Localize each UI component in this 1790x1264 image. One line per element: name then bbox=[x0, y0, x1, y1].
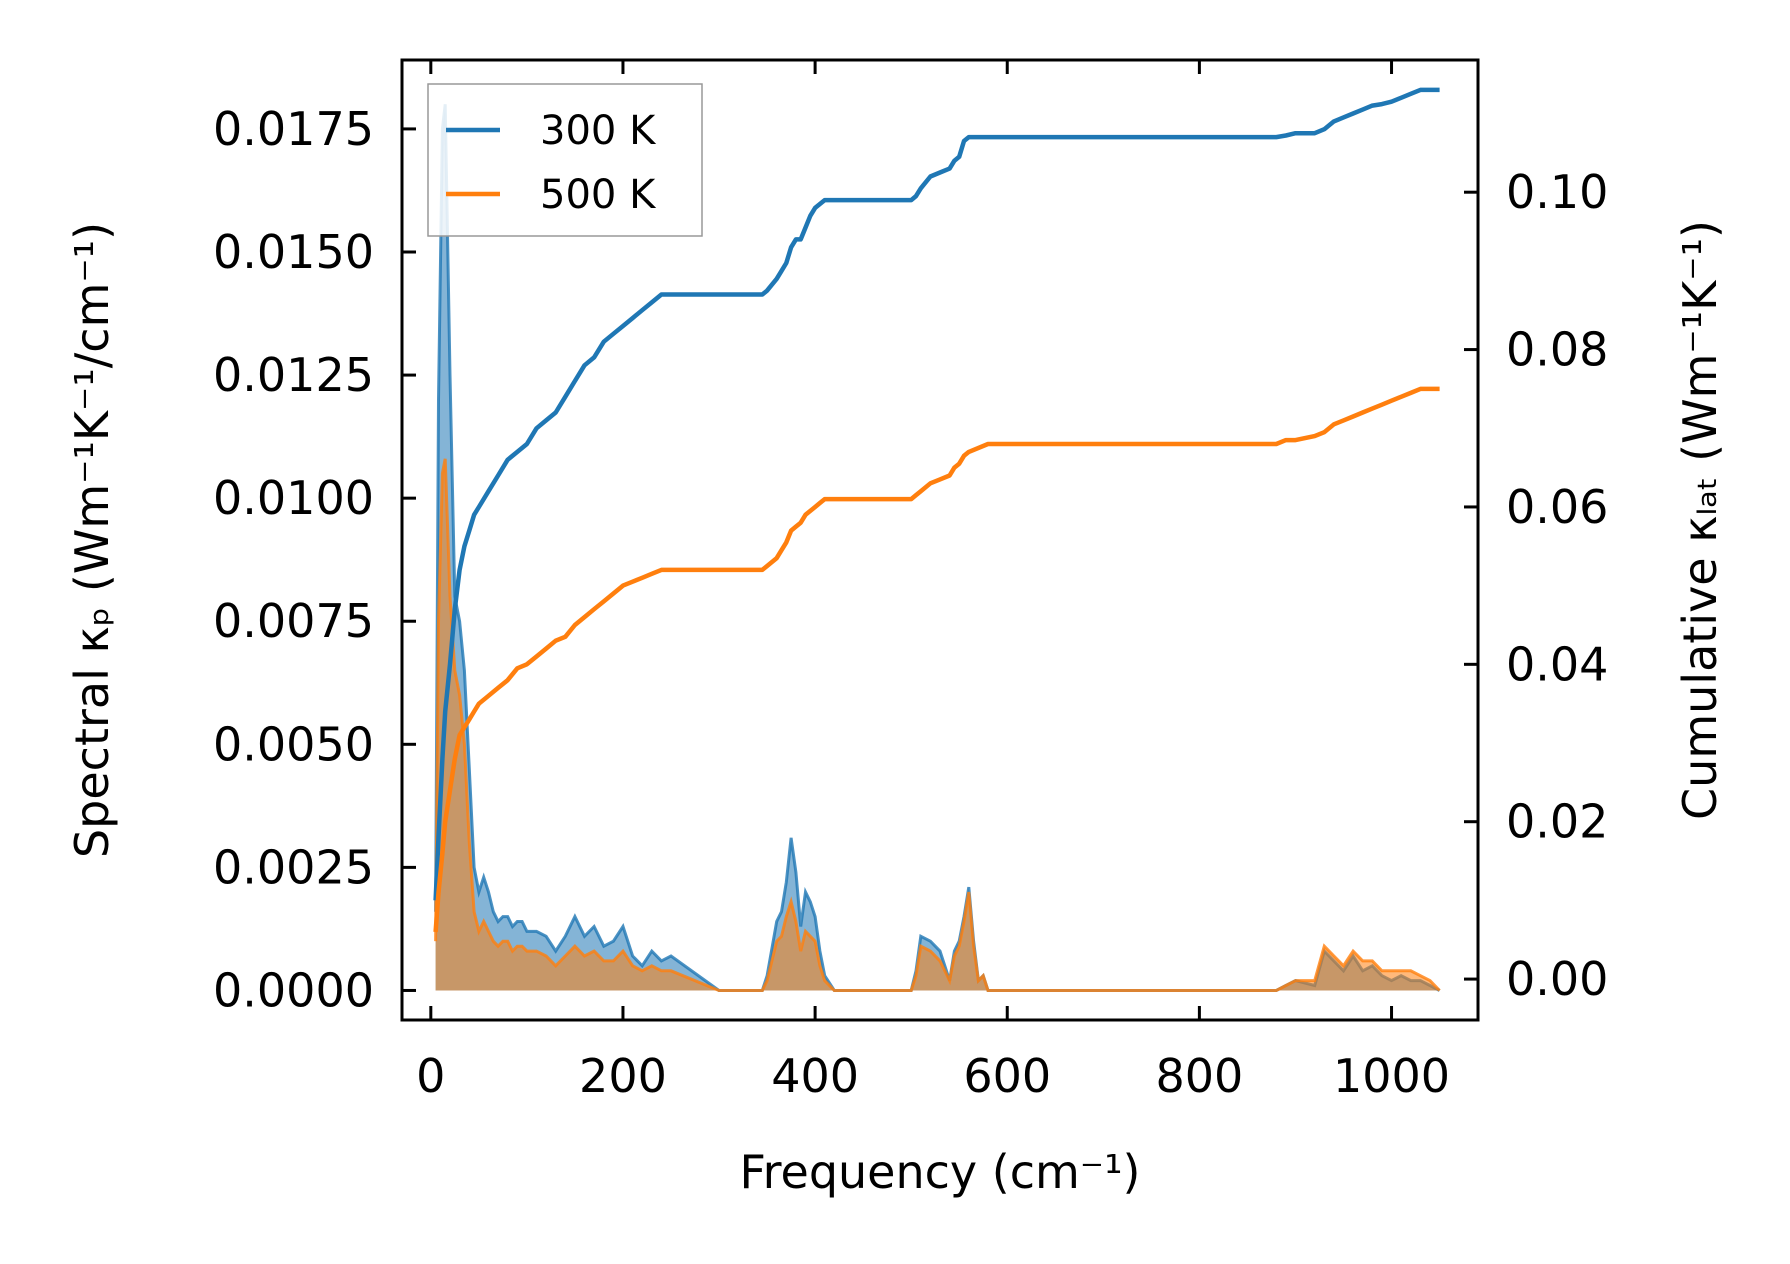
y-right-tick-label-0-06: 0.06 bbox=[1506, 480, 1608, 534]
y-left-tick-label-0-0050: 0.0050 bbox=[213, 717, 374, 771]
cumulative-line-500-k bbox=[433, 386, 1440, 933]
x-tick-label-800: 800 bbox=[1155, 1049, 1243, 1103]
spectral-line-500-k bbox=[434, 458, 1441, 992]
plot-frame bbox=[400, 58, 1480, 1022]
x-axis-label: Frequency (cm⁻¹) bbox=[740, 1145, 1141, 1199]
axes-layer: 0 200 400 600 800 1000 0.0000 0.0025 0.0050 0.007… bbox=[65, 58, 1727, 1199]
y-left-tick-label-0-0025: 0.0025 bbox=[213, 840, 374, 894]
y-left-tick-label-0-0150: 0.0150 bbox=[213, 225, 374, 279]
y-right-tick-label-0-04: 0.04 bbox=[1506, 637, 1608, 691]
cumulative-line-300-k bbox=[433, 87, 1440, 901]
legend-label-300-k: 300 K bbox=[540, 108, 657, 154]
y-right-tick-label-0-08: 0.08 bbox=[1506, 323, 1608, 377]
legend-box bbox=[427, 83, 703, 237]
spectral-area-300-k bbox=[435, 104, 1440, 991]
y-left-tick-label-0-0100: 0.0100 bbox=[213, 471, 374, 525]
spectral-line-300-k bbox=[434, 104, 1441, 992]
y-left-tick-label-0-0125: 0.0125 bbox=[213, 348, 374, 402]
legend: 300 K 500 K bbox=[427, 83, 703, 237]
x-tick-label-0: 0 bbox=[416, 1049, 445, 1103]
x-tick-label-600: 600 bbox=[963, 1049, 1051, 1103]
spectral-area-layer bbox=[434, 104, 1441, 992]
y-left-tick-label-0-0000: 0.0000 bbox=[213, 963, 374, 1017]
x-tick-label-200: 200 bbox=[579, 1049, 667, 1103]
y-left-tick-label-0-0075: 0.0075 bbox=[213, 594, 374, 648]
spectral-area-500-k bbox=[435, 458, 1440, 991]
legend-label-500-k: 500 K bbox=[540, 172, 657, 218]
y-right-tick-label-0-00: 0.00 bbox=[1506, 952, 1608, 1006]
y-left-axis-label: Spectral κₚ (Wm⁻¹K⁻¹/cm⁻¹) bbox=[65, 222, 119, 858]
cumulative-line-layer bbox=[433, 87, 1440, 933]
y-left-tick-label-0-0175: 0.0175 bbox=[213, 102, 374, 156]
y-right-tick-label-0-10: 0.10 bbox=[1506, 165, 1608, 219]
y-right-axis-label: Cumulative κₗₐₜ (Wm⁻¹K⁻¹) bbox=[1673, 220, 1727, 820]
y-right-tick-label-0-02: 0.02 bbox=[1506, 795, 1608, 849]
x-tick-label-1000: 1000 bbox=[1333, 1049, 1450, 1103]
x-tick-label-400: 400 bbox=[771, 1049, 859, 1103]
